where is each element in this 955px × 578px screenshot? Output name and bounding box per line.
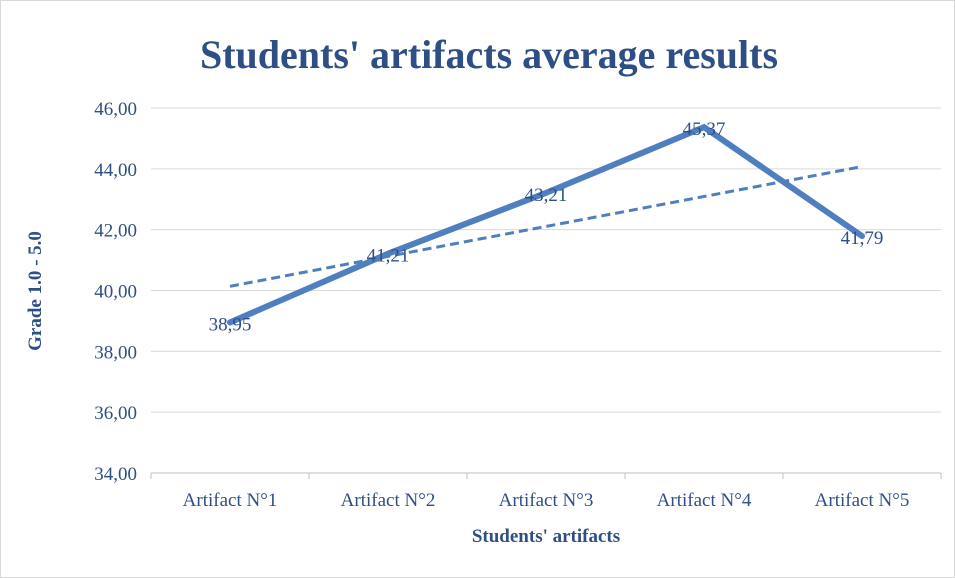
data-point xyxy=(387,253,389,255)
data-point xyxy=(703,126,705,128)
trendline-group xyxy=(229,165,863,288)
data-point xyxy=(861,235,863,237)
y-tick-label: 44,00 xyxy=(94,160,137,181)
x-tick-label: Artifact N°3 xyxy=(499,490,594,511)
trendline xyxy=(229,165,863,288)
gridlines xyxy=(151,107,941,413)
series-line xyxy=(227,123,865,326)
data-label: 45,37 xyxy=(683,119,726,140)
data-label: 41,21 xyxy=(367,246,410,267)
data-point xyxy=(545,192,547,194)
y-tick-label: 34,00 xyxy=(94,464,137,485)
chart-title: Students' artifacts average results xyxy=(200,32,778,77)
y-tick-label: 40,00 xyxy=(94,282,137,303)
y-tick-label: 42,00 xyxy=(94,221,137,242)
x-tick-label: Artifact N°4 xyxy=(657,490,752,511)
data-label: 38,95 xyxy=(209,314,252,335)
x-tick-label: Artifact N°2 xyxy=(341,490,436,511)
y-tick-label: 38,00 xyxy=(94,342,137,363)
data-label: 41,79 xyxy=(841,228,884,249)
data-point xyxy=(229,321,231,323)
data-label: 43,21 xyxy=(525,185,568,206)
x-tick-label: Artifact N°1 xyxy=(183,490,278,511)
x-tick-label: Artifact N°5 xyxy=(815,490,910,511)
y-tick-label: 36,00 xyxy=(94,403,137,424)
x-axis-title: Students' artifacts xyxy=(472,526,620,547)
y-axis-ticks: 34,00 36,00 38,00 40,00 42,00 44,00 46,00 xyxy=(94,99,137,485)
y-tick-label: 46,00 xyxy=(94,99,137,120)
data-labels: 38,95 41,21 43,21 45,37 41,79 xyxy=(209,119,884,335)
y-axis-title: Grade 1.0 - 5.0 xyxy=(25,231,46,351)
series-group xyxy=(227,123,865,326)
x-axis-ticks: Artifact N°1 Artifact N°2 Artifact N°3 Arti… xyxy=(150,473,942,511)
